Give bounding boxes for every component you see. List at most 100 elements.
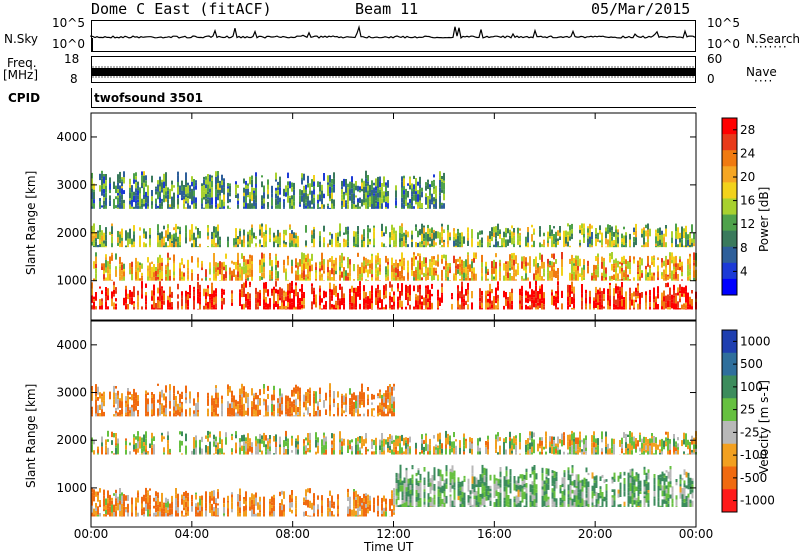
heatmap-cell (245, 184, 247, 189)
heatmap-cell (149, 262, 151, 271)
heatmap-cell (453, 505, 456, 507)
heatmap-cell (481, 273, 483, 277)
heatmap-cell (467, 294, 469, 303)
heatmap-cell (541, 284, 543, 289)
heatmap-cell (303, 292, 305, 298)
heatmap-cell (571, 307, 573, 310)
heatmap-cell (399, 261, 401, 267)
heatmap-cell (231, 270, 233, 276)
heatmap-cell (263, 232, 265, 237)
heatmap-cell (629, 300, 631, 309)
heatmap-cell (479, 245, 481, 248)
heatmap-cell (189, 205, 191, 209)
heatmap-cell (479, 230, 481, 235)
heatmap-cell (449, 503, 452, 507)
heatmap-cell (633, 236, 635, 242)
heatmap-cell (397, 279, 399, 281)
heatmap-cell (487, 495, 490, 501)
heatmap-cell (121, 194, 123, 200)
heatmap-cell (165, 264, 167, 270)
heatmap-cell (181, 440, 183, 446)
heatmap-cell (415, 270, 417, 274)
heatmap-cell (263, 305, 265, 310)
heatmap-cell (359, 303, 361, 310)
heatmap-cell (159, 501, 161, 508)
heatmap-cell (247, 440, 249, 443)
heatmap-cell (385, 277, 387, 280)
heatmap-cell (417, 482, 420, 487)
heatmap-cell (429, 259, 431, 262)
heatmap-cell (367, 509, 369, 514)
heatmap-cell (373, 195, 375, 201)
heatmap-cell (263, 500, 265, 508)
heatmap-cell (109, 506, 111, 513)
heatmap-cell (457, 293, 459, 301)
heatmap-cell (95, 511, 97, 517)
heatmap-cell (169, 294, 171, 298)
heatmap-cell (353, 503, 355, 507)
heatmap-cell (665, 475, 668, 482)
heatmap-cell (277, 190, 279, 196)
heatmap-cell (395, 230, 397, 234)
heatmap-cell (365, 308, 367, 310)
heatmap-cell (247, 292, 249, 300)
heatmap-cell (109, 177, 111, 184)
heatmap-cell (169, 240, 171, 248)
heatmap-cell (239, 228, 241, 231)
heatmap-cell (237, 198, 239, 201)
heatmap-cell (175, 229, 177, 233)
heatmap-cell (567, 490, 570, 495)
heatmap-cell (477, 479, 480, 488)
heatmap-cell (165, 172, 167, 179)
heatmap-cell (691, 484, 694, 490)
heatmap-cell (619, 290, 621, 296)
heatmap-cell (441, 179, 443, 182)
heatmap-cell (459, 263, 461, 268)
heatmap-cell (445, 270, 447, 273)
heatmap-cell (287, 259, 289, 266)
heatmap-cell (513, 502, 516, 507)
heatmap-cell (287, 279, 289, 281)
heatmap-cell (215, 451, 217, 454)
heatmap-cell (649, 228, 651, 237)
heatmap-cell (329, 207, 331, 209)
heatmap-cell (375, 288, 377, 291)
heatmap-cell (399, 259, 401, 262)
heatmap-cell (119, 171, 121, 180)
heatmap-cell (157, 205, 159, 209)
heatmap-cell (627, 482, 630, 488)
heatmap-cell (289, 198, 291, 204)
heatmap-cell (323, 259, 325, 265)
heatmap-cell (435, 267, 437, 271)
heatmap-cell (291, 187, 293, 192)
heatmap-cell (483, 491, 486, 498)
heatmap-cell (115, 253, 117, 260)
heatmap-cell (237, 193, 239, 199)
heatmap-cell (597, 289, 599, 295)
heatmap-cell (289, 195, 291, 198)
heatmap-cell (107, 439, 109, 442)
heatmap-cell (113, 504, 115, 513)
heatmap-cell (583, 259, 585, 265)
heatmap-cell (431, 479, 434, 483)
heatmap-cell (429, 289, 431, 294)
heatmap-cell (245, 265, 247, 274)
heatmap-cell (493, 304, 495, 310)
heatmap-cell (331, 307, 333, 310)
heatmap-cell (97, 446, 99, 450)
heatmap-cell (335, 265, 337, 271)
heatmap-cell (491, 289, 493, 294)
heatmap-cell (123, 179, 125, 184)
heatmap-cell (475, 257, 477, 259)
heatmap-cell (407, 183, 409, 186)
heatmap-cell (111, 504, 113, 513)
heatmap-cell (563, 484, 566, 490)
heatmap-cell (419, 299, 421, 305)
heatmap-cell (399, 225, 401, 233)
heatmap-cell (271, 193, 273, 196)
heatmap-cell (319, 181, 321, 185)
heatmap-cell (527, 306, 529, 310)
heatmap-cell (219, 431, 221, 438)
heatmap-cell (375, 291, 377, 298)
heatmap-cell (523, 491, 526, 500)
